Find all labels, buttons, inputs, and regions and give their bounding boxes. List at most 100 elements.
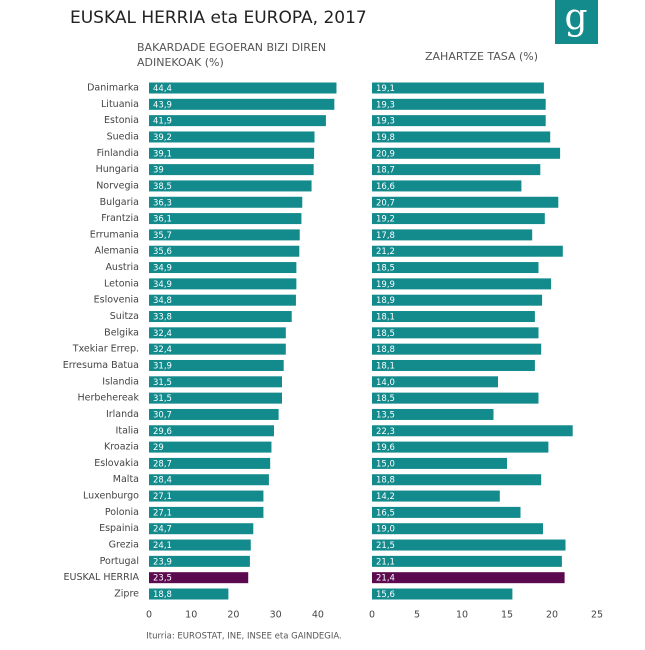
category-label: Danimarka [87,83,139,94]
value-label: 19,3 [376,100,395,110]
bar [149,311,292,323]
category-label: Herbehereak [78,393,140,404]
bar [372,327,539,339]
value-label: 18,8 [153,590,172,600]
category-label: Suedia [107,131,139,142]
value-label: 23,9 [153,557,172,567]
value-label: 17,8 [376,231,395,241]
category-label: Norvegia [96,180,139,191]
bar [149,408,279,420]
value-label: 18,5 [376,264,395,274]
source: Iturria: EUROSTAT, INE, INSEE eta GAINDE… [146,632,342,642]
category-label: Grezia [109,540,139,551]
category-label: Luxenburgo [83,491,139,502]
value-label: 19,1 [376,84,395,94]
x-tick-label: 10 [185,610,197,621]
value-label: 22,3 [376,427,395,437]
logo-box [555,0,598,44]
bar [149,278,297,290]
value-label: 38,5 [153,182,172,192]
bar [372,572,565,584]
bar [149,164,314,176]
value-label: 19,2 [376,215,395,225]
value-label: 18,9 [376,296,395,306]
value-label: 24,1 [153,541,172,551]
bar [149,131,315,143]
x-tick-label: 10 [456,610,468,621]
category-label: Bulgaria [100,197,139,208]
value-label: 29 [153,443,164,453]
bar [149,147,315,159]
bar [149,490,264,502]
bar [149,196,303,208]
category-label: Eslovakia [94,458,139,469]
value-label: 20,9 [376,149,395,159]
category-label: Belgika [104,327,139,338]
bar [149,392,282,404]
value-label: 35,6 [153,247,172,257]
value-label: 18,5 [376,329,395,339]
value-label: 18,7 [376,166,395,176]
bar [372,98,546,110]
bar [149,359,284,371]
value-label: 18,8 [376,345,395,355]
value-label: 35,7 [153,231,172,241]
category-label: Suitza [110,311,139,322]
category-label: Islandia [102,376,139,387]
bar [372,490,500,502]
value-label: 30,7 [153,410,172,420]
value-label: 43,9 [153,100,172,110]
value-label: 27,1 [153,508,172,518]
bar [372,115,546,127]
bar [372,425,573,437]
x-tick-label: 25 [591,610,603,621]
value-label: 16,6 [376,182,395,192]
bar [149,474,269,486]
bar [372,376,498,388]
value-label: 32,4 [153,329,172,339]
value-label: 18,8 [376,476,395,486]
value-label: 28,7 [153,459,172,469]
category-label: Eslovenia [94,295,139,306]
bar [372,311,535,323]
bar [372,506,521,518]
value-label: 21,5 [376,541,395,551]
category-label: Erresuma Batua [63,360,139,371]
value-label: 31,5 [153,394,172,404]
value-label: 33,8 [153,313,172,323]
value-label: 27,1 [153,492,172,502]
x-tick-label: 20 [546,610,558,621]
bar [149,425,274,437]
value-label: 21,1 [376,557,395,567]
bar [149,555,250,567]
value-label: 20,7 [376,198,395,208]
bar [372,539,566,551]
value-label: 41,9 [153,117,172,127]
value-label: 13,5 [376,410,395,420]
value-label: 36,3 [153,198,172,208]
value-label: 39,2 [153,133,172,143]
bar [372,262,539,274]
value-label: 18,1 [376,361,395,371]
bar [372,474,542,486]
value-label: 34,9 [153,280,172,290]
bar [149,506,264,518]
value-label: 31,9 [153,361,172,371]
bar [372,164,541,176]
bar [149,82,337,94]
category-label: Portugal [100,556,139,567]
category-label: Malta [113,474,139,485]
category-label: Estonia [104,115,139,126]
bar [372,82,544,94]
bar [372,359,535,371]
panel-title: BAKARDADE EGOERAN BIZI DIREN [137,41,326,54]
bar [372,343,542,355]
bar [372,441,549,453]
value-label: 34,8 [153,296,172,306]
value-label: 39 [153,166,164,176]
bar [149,343,286,355]
bar [149,457,271,469]
bar [149,213,302,225]
value-label: 32,4 [153,345,172,355]
bar [372,555,562,567]
